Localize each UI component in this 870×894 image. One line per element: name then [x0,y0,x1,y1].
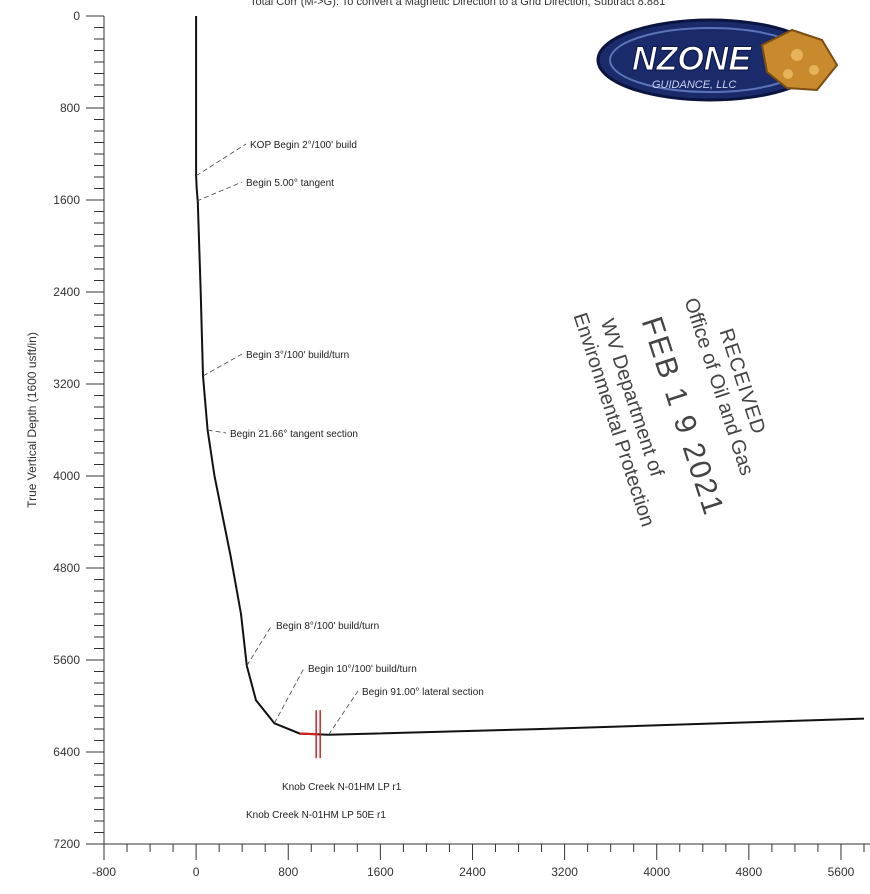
nzone-logo: NZONE GUIDANCE, LLC [596,18,839,102]
y-axis-label: True Vertical Depth (1600 usft/in) [25,332,39,508]
x-tick-label: 2400 [459,865,486,879]
annotation-leader [202,353,243,377]
annotation-leader [328,690,359,735]
y-tick-label: 2400 [53,285,80,299]
svg-text:GUIDANCE, LLC: GUIDANCE, LLC [652,79,736,91]
y-tick-label: 4000 [53,469,80,483]
annotation-label: Knob Creek N-01HM LP r1 [282,782,402,793]
annotation-label: Begin 3°/100' build/turn [246,350,349,361]
annotation-leader [246,624,273,666]
y-tick-label: 7200 [53,837,80,851]
annotation-label: KOP Begin 2°/100' build [250,140,357,151]
y-tick-label: 6400 [53,745,80,759]
x-tick-label: 1600 [367,865,394,879]
annotation-label: Begin 21.66° tangent section [230,429,358,440]
y-tick-label: 5600 [53,653,80,667]
annotation-leader [274,667,305,724]
x-tick-label: -800 [92,865,116,879]
header-note: Total Corr (M->G): To convert a Magnetic… [250,0,670,8]
y-tick-label: 800 [60,101,80,115]
x-tick-label: 3200 [551,865,578,879]
annotation-leader [195,143,247,177]
x-tick-label: 4800 [735,865,762,879]
annotation-label: Begin 8°/100' build/turn [276,621,379,632]
y-tick-label: 3200 [53,377,80,391]
x-tick-label: 4000 [643,865,670,879]
y-tick-label: 4800 [53,561,80,575]
annotation-label: Begin 91.00° lateral section [362,687,484,698]
x-tick-label: 0 [193,865,200,879]
annotation-label: Knob Creek N-01HM LP 50E r1 [246,810,386,821]
annotation-leader [196,181,243,202]
annotation-label: Begin 10°/100' build/turn [308,664,417,675]
y-tick-label: 1600 [53,193,80,207]
y-tick-label: 0 [73,9,80,23]
series-line-1 [299,732,319,736]
x-tick-label: 5600 [828,865,855,879]
svg-text:NZONE: NZONE [632,40,752,78]
annotation-label: Begin 5.00° tangent [246,178,334,189]
x-tick-label: 800 [278,865,298,879]
annotation-leader [207,429,227,434]
